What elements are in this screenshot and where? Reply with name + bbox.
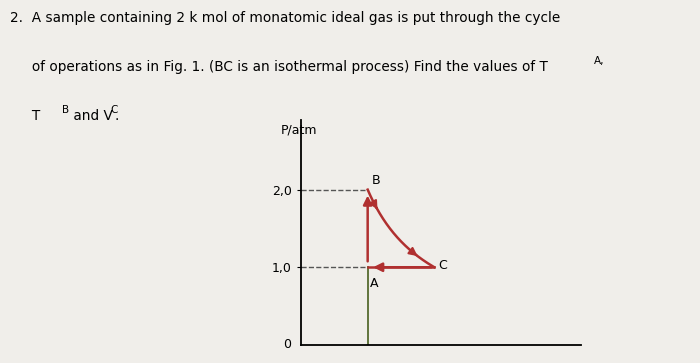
Text: A,: A, xyxy=(594,56,605,66)
Text: B: B xyxy=(62,105,69,115)
Text: V/m³: V/m³ xyxy=(542,362,573,363)
Text: of operations as in Fig. 1. (BC is an isothermal process) Find the values of T: of operations as in Fig. 1. (BC is an is… xyxy=(10,60,548,74)
Text: C: C xyxy=(438,259,447,272)
Text: B: B xyxy=(372,174,380,187)
Text: C: C xyxy=(111,105,118,115)
Text: 0: 0 xyxy=(283,338,291,351)
Text: and V: and V xyxy=(69,109,113,123)
Text: 2.  A sample containing 2 k mol of monatomic ideal gas is put through the cycle: 2. A sample containing 2 k mol of monato… xyxy=(10,11,561,25)
Text: .: . xyxy=(114,109,118,123)
Text: A: A xyxy=(370,277,379,290)
Text: T: T xyxy=(10,109,41,123)
Text: P/atm: P/atm xyxy=(281,124,318,137)
